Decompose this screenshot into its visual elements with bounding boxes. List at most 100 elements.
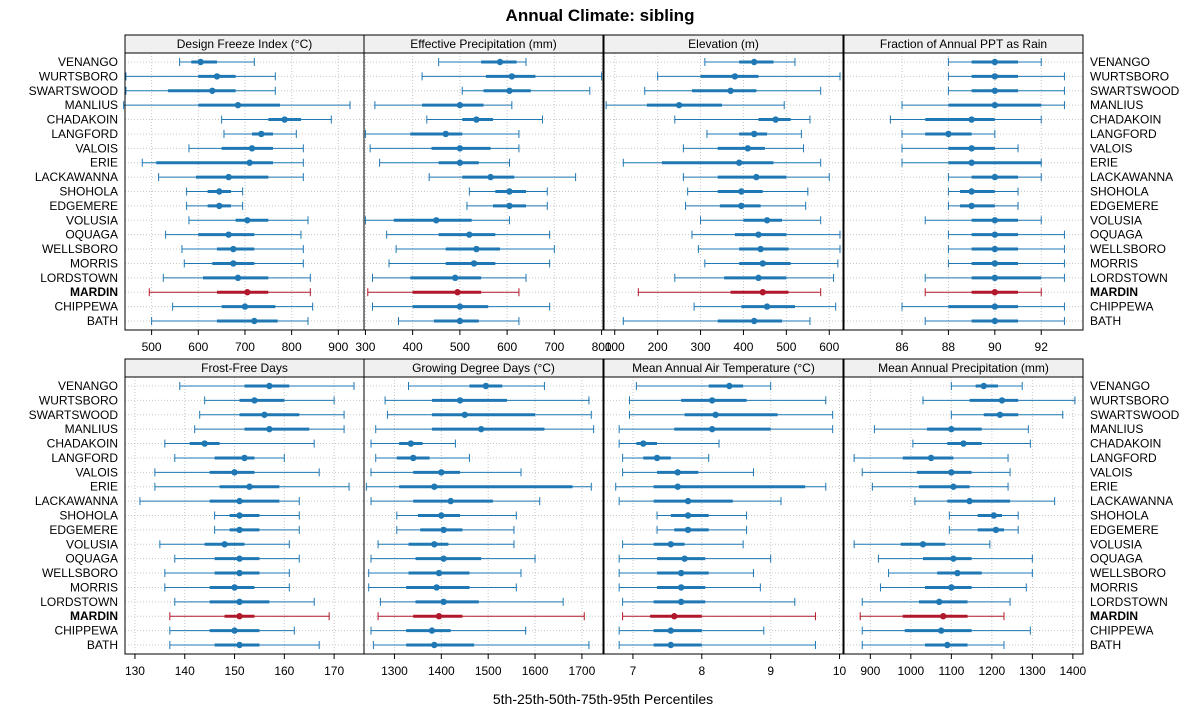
median-point bbox=[456, 317, 464, 325]
median-point bbox=[755, 274, 762, 282]
median-point bbox=[440, 598, 447, 606]
x-tick-label: 9 bbox=[767, 664, 774, 678]
station-label-right: MORRIS bbox=[1090, 580, 1138, 594]
median-point bbox=[236, 526, 243, 534]
station-label-right: LORDSTOWN bbox=[1090, 271, 1168, 285]
panel-frame bbox=[603, 52, 844, 331]
median-point bbox=[258, 130, 265, 138]
x-tick-label: 600 bbox=[819, 340, 839, 354]
median-point bbox=[244, 289, 251, 296]
x-tick-label: 600 bbox=[497, 340, 517, 354]
panel-frame bbox=[363, 376, 604, 655]
station-label-right: MORRIS bbox=[1090, 256, 1138, 270]
median-point bbox=[998, 397, 1006, 404]
station-label-right: MARDIN bbox=[1090, 285, 1138, 299]
median-point bbox=[438, 512, 445, 519]
station-label-left: LANGFORD bbox=[51, 451, 118, 465]
median-point bbox=[757, 245, 764, 253]
median-point bbox=[968, 188, 975, 195]
x-tick-label: 400 bbox=[733, 340, 753, 354]
x-tick-label: 800 bbox=[282, 340, 302, 354]
x-tick-label: 500 bbox=[776, 340, 796, 354]
median-point bbox=[241, 303, 249, 310]
station-label-right: VOLUSIA bbox=[1090, 537, 1142, 551]
median-point bbox=[667, 641, 675, 649]
station-label-left: LACKAWANNA bbox=[35, 494, 118, 508]
x-tick-label: 92 bbox=[1035, 340, 1049, 354]
median-point bbox=[438, 469, 445, 476]
station-label-left: WURTSBORO bbox=[39, 393, 118, 407]
median-point bbox=[281, 116, 288, 123]
median-point bbox=[677, 598, 685, 606]
median-point bbox=[991, 289, 999, 296]
median-point bbox=[246, 483, 253, 490]
median-point bbox=[991, 317, 999, 325]
median-point bbox=[919, 541, 927, 548]
x-axis-label: 5th-25th-50th-75th-95th Percentiles bbox=[493, 691, 713, 707]
median-point bbox=[677, 584, 685, 591]
median-point bbox=[431, 483, 438, 490]
median-point bbox=[456, 101, 464, 109]
median-point bbox=[772, 116, 779, 123]
median-point bbox=[248, 145, 256, 152]
station-label-left: OQUAGA bbox=[65, 552, 118, 566]
x-tick-label: 170 bbox=[324, 664, 344, 678]
median-point bbox=[433, 584, 440, 591]
station-label-left: VENANGO bbox=[58, 55, 118, 69]
median-point bbox=[477, 425, 485, 433]
x-tick-label: 600 bbox=[188, 340, 208, 354]
median-point bbox=[738, 202, 745, 210]
panel: Mean Annual Air Temperature (°C) 7 8 9 10 bbox=[603, 358, 847, 678]
median-point bbox=[410, 454, 417, 462]
station-label-left: MANLIUS bbox=[65, 98, 118, 112]
station-label-right: LACKAWANNA bbox=[1090, 494, 1173, 508]
station-label-right: VALOIS bbox=[1090, 465, 1132, 479]
station-label-right: ERIE bbox=[1090, 480, 1118, 494]
median-point bbox=[708, 397, 716, 404]
station-label-left: SWARTSWOOD bbox=[29, 84, 119, 98]
median-point bbox=[744, 145, 751, 152]
x-tick-label: 1100 bbox=[938, 664, 964, 678]
station-label-left: VOLUSIA bbox=[66, 213, 118, 227]
x-tick-label: 88 bbox=[942, 340, 956, 354]
median-point bbox=[935, 598, 943, 606]
median-point bbox=[231, 584, 238, 591]
median-point bbox=[251, 317, 258, 325]
median-point bbox=[944, 641, 951, 649]
median-point bbox=[726, 382, 733, 390]
median-point bbox=[966, 497, 973, 505]
panel-frame bbox=[843, 52, 1084, 331]
station-label-left: VALOIS bbox=[76, 465, 118, 479]
median-point bbox=[456, 303, 464, 310]
median-point bbox=[681, 555, 688, 562]
median-point bbox=[948, 469, 955, 476]
median-point bbox=[735, 159, 743, 166]
station-label-right: LANGFORD bbox=[1090, 451, 1157, 465]
median-point bbox=[759, 289, 766, 296]
median-point bbox=[236, 512, 243, 519]
x-tick-label: 1400 bbox=[1060, 664, 1087, 678]
station-label-left: OQUAGA bbox=[65, 228, 118, 242]
station-label-left: CHIPPEWA bbox=[54, 300, 118, 314]
median-point bbox=[731, 73, 739, 80]
station-label-right: MANLIUS bbox=[1090, 98, 1143, 112]
median-point bbox=[991, 173, 999, 181]
station-label-left: MANLIUS bbox=[65, 422, 118, 436]
station-label-left: LORDSTOWN bbox=[40, 271, 118, 285]
station-label-left: MORRIS bbox=[70, 580, 118, 594]
x-tick-label: 200 bbox=[648, 340, 668, 354]
panel-frame bbox=[363, 52, 604, 331]
station-label-right: BATH bbox=[1090, 638, 1121, 652]
median-point bbox=[759, 260, 766, 267]
panel-title: Design Freeze Index (°C) bbox=[177, 37, 313, 51]
median-point bbox=[447, 497, 454, 505]
median-point bbox=[968, 145, 975, 152]
median-point bbox=[234, 274, 242, 282]
median-point bbox=[506, 188, 513, 195]
station-label-right: VENANGO bbox=[1090, 55, 1150, 69]
median-point bbox=[234, 101, 242, 109]
station-label-right: WURTSBORO bbox=[1090, 69, 1169, 83]
station-label-right: SWARTSWOOD bbox=[1090, 408, 1180, 422]
